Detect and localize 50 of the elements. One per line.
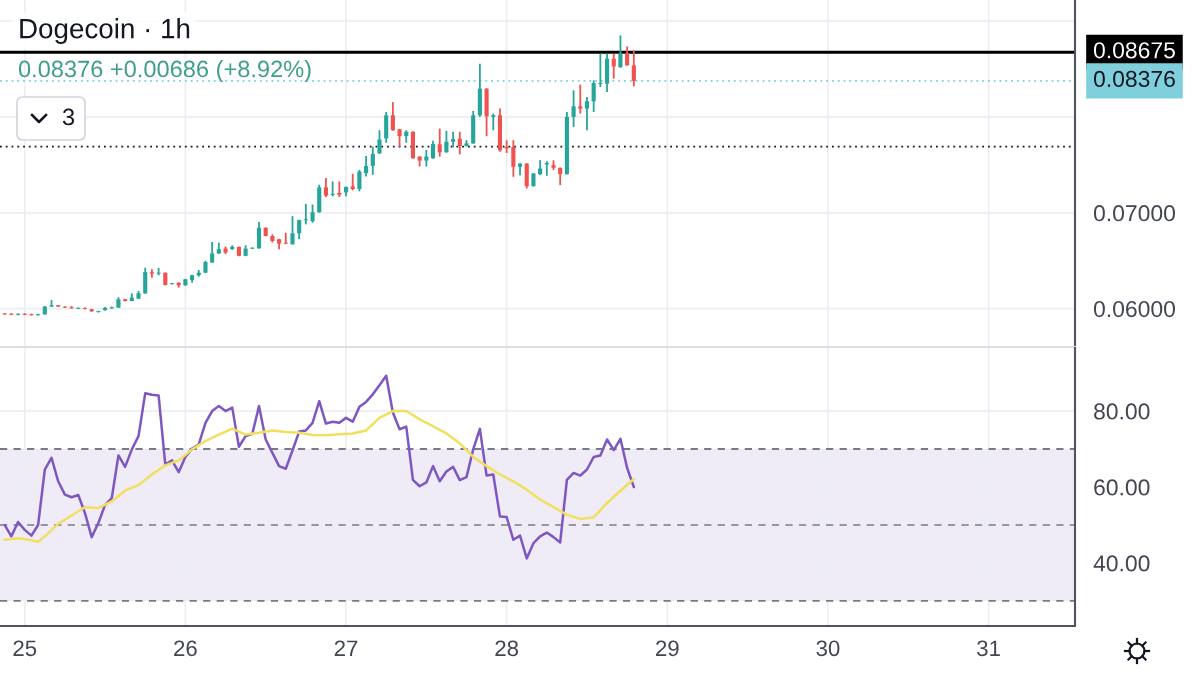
y-tick-label: 40.00 (1093, 555, 1150, 572)
x-tick-label: 26 (174, 640, 197, 657)
candlestick (491, 112, 496, 132)
candlestick (598, 52, 603, 88)
candlestick (457, 130, 462, 156)
x-tick-label: 29 (656, 640, 679, 657)
candlestick (149, 268, 154, 279)
candlestick (390, 101, 395, 132)
text: Dogecoin · 1h (20, 18, 190, 44)
candlestick (584, 96, 590, 132)
candlestick (156, 267, 161, 277)
x-tick-label: 30 (816, 640, 840, 657)
candlestick (591, 79, 596, 113)
candlestick (524, 162, 529, 190)
candlestick (290, 215, 295, 246)
candlestick (437, 127, 442, 158)
ref-line-label: 0.08675 (1093, 42, 1175, 59)
candlestick (444, 129, 449, 154)
line-series (3, 409, 636, 543)
candlestick (578, 83, 583, 115)
candlestick (256, 221, 262, 250)
line-series (3, 374, 636, 560)
y-tick-label: 60.00 (1094, 479, 1150, 496)
candlestick (571, 89, 576, 128)
ref-line-label: 0.08376 (1093, 70, 1175, 88)
x-tick-label: 27 (334, 640, 358, 656)
candlestick (310, 203, 315, 224)
x-tick-label: 25 (13, 640, 37, 657)
candlestick (143, 266, 148, 295)
candlestick (337, 180, 342, 198)
candlestick (330, 180, 335, 198)
candlestick (370, 145, 375, 176)
candlestick (384, 111, 389, 144)
candlestick (631, 49, 636, 88)
x-tick-label: 28 (495, 640, 519, 657)
candlestick (357, 168, 362, 193)
candlestick (323, 177, 329, 198)
candlestick (283, 231, 288, 246)
y-tick-label: 0.06000 (1093, 300, 1175, 318)
text: 0.08376 +0.00686 (+8.92%) (18, 60, 311, 82)
candlestick (618, 34, 623, 69)
candlestick (364, 155, 369, 178)
candlestick (511, 139, 516, 178)
annotation: 3 (62, 108, 75, 126)
y-tick-label: 80.00 (1094, 403, 1150, 420)
candlestick (377, 129, 382, 155)
y-tick-label: 0.07000 (1093, 205, 1175, 222)
x-tick-label: 31 (977, 640, 1000, 657)
candlestick (303, 202, 308, 226)
candlestick (625, 45, 630, 67)
